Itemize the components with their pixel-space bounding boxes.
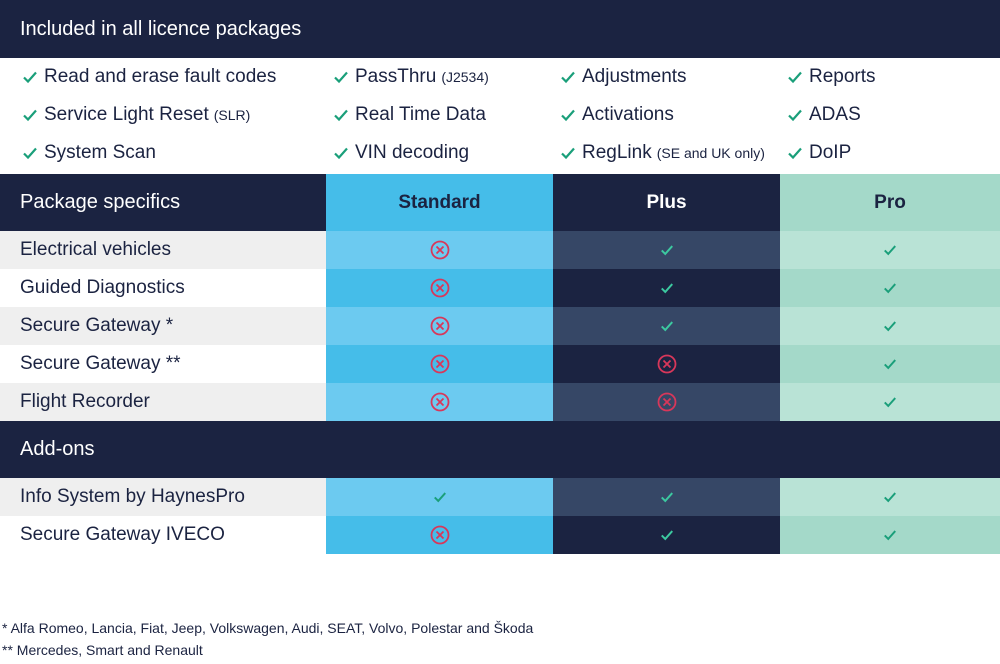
row-label: Secure Gateway **: [0, 345, 326, 383]
feature-note: (SE and UK only): [656, 145, 765, 161]
package-header: Pro: [780, 174, 1000, 231]
feature-label: RegLink: [582, 142, 652, 163]
package-header: Standard: [326, 174, 553, 231]
check-icon: [884, 359, 896, 370]
package-cell: [553, 307, 780, 345]
check-icon: [884, 492, 896, 503]
check-icon: [23, 109, 37, 122]
cross-icon: [430, 240, 449, 260]
cross-icon: [430, 392, 449, 412]
check-icon: [660, 492, 673, 503]
check-icon: [561, 71, 575, 84]
package-cell: [780, 383, 1000, 421]
feature-item: Service Light Reset (SLR): [22, 96, 252, 134]
check-icon: [788, 147, 802, 160]
package-cell: [553, 269, 780, 307]
check-icon: [334, 109, 348, 122]
package-cell: [780, 516, 1000, 554]
row-label: Flight Recorder: [0, 383, 326, 421]
package-cell: [326, 231, 553, 269]
check-icon: [561, 109, 575, 122]
row-label: Secure Gateway *: [0, 307, 326, 345]
feature-item: ADAS: [787, 96, 1000, 134]
package-cell: [326, 345, 553, 383]
package-cell: [780, 478, 1000, 516]
check-icon: [23, 147, 37, 160]
package-cell: [780, 345, 1000, 383]
footnote: * Alfa Romeo, Lancia, Fiat, Jeep, Volksw…: [2, 620, 534, 636]
cross-icon: [657, 392, 676, 412]
check-icon: [433, 492, 446, 503]
feature-item: Read and erase fault codes: [22, 58, 276, 96]
check-icon: [561, 147, 575, 160]
package-cell: [553, 383, 780, 421]
feature-item: Activations: [560, 96, 790, 134]
package-cell: [326, 307, 553, 345]
feature-label: DoIP: [809, 142, 852, 163]
feature-item: System Scan: [22, 134, 252, 172]
package-cell: [553, 231, 780, 269]
feature-label: PassThru: [355, 66, 437, 87]
feature-label: Adjustments: [582, 66, 687, 87]
package-header: Plus: [553, 174, 780, 231]
feature-label: System Scan: [44, 142, 156, 163]
feature-item: Reports: [787, 58, 1000, 96]
package-cell: [326, 269, 553, 307]
feature-item: PassThru (J2534): [333, 58, 563, 96]
check-icon: [884, 283, 896, 294]
check-icon: [660, 321, 673, 332]
row-label: Info System by HaynesPro: [0, 478, 326, 516]
feature-item: Real Time Data: [333, 96, 563, 134]
package-cell: [553, 478, 780, 516]
package-cell: [326, 516, 553, 554]
feature-label: VIN decoding: [355, 142, 470, 163]
check-icon: [788, 109, 802, 122]
cross-icon: [430, 525, 449, 545]
row-label: Guided Diagnostics: [0, 269, 326, 307]
check-icon: [23, 71, 37, 84]
feature-note: (J2534): [441, 69, 489, 85]
feature-item: VIN decoding: [333, 134, 563, 172]
feature-label: ADAS: [809, 104, 861, 125]
package-cell: [553, 345, 780, 383]
check-icon: [884, 245, 896, 256]
feature-item: DoIP: [787, 134, 1000, 172]
check-icon: [884, 397, 896, 408]
cross-icon: [430, 316, 449, 336]
package-cell: [553, 516, 780, 554]
cross-icon: [430, 278, 449, 298]
footnote: ** Mercedes, Smart and Renault: [2, 642, 203, 658]
feature-label: Real Time Data: [355, 104, 486, 125]
feature-label: Read and erase fault codes: [44, 66, 277, 87]
section-header: Add-ons: [0, 421, 1000, 478]
package-cell: [780, 231, 1000, 269]
check-icon: [660, 283, 673, 294]
feature-item: Adjustments: [560, 58, 790, 96]
check-icon: [334, 71, 348, 84]
check-icon: [884, 530, 896, 541]
check-icon: [884, 321, 896, 332]
row-label: Electrical vehicles: [0, 231, 326, 269]
feature-label: Reports: [809, 66, 876, 87]
cross-icon: [430, 354, 449, 374]
section-header: Included in all licence packages: [0, 0, 1000, 58]
row-label: Secure Gateway IVECO: [0, 516, 326, 554]
package-cell: [326, 383, 553, 421]
feature-note: (SLR): [213, 107, 251, 123]
package-cell: [780, 269, 1000, 307]
check-icon: [334, 147, 348, 160]
feature-item: RegLink (SE and UK only): [560, 134, 790, 172]
check-icon: [660, 530, 673, 541]
check-icon: [788, 71, 802, 84]
package-cell: [326, 478, 553, 516]
package-cell: [780, 307, 1000, 345]
feature-label: Activations: [582, 104, 674, 125]
check-icon: [660, 245, 673, 256]
feature-label: Service Light Reset: [44, 104, 209, 125]
cross-icon: [657, 354, 676, 374]
